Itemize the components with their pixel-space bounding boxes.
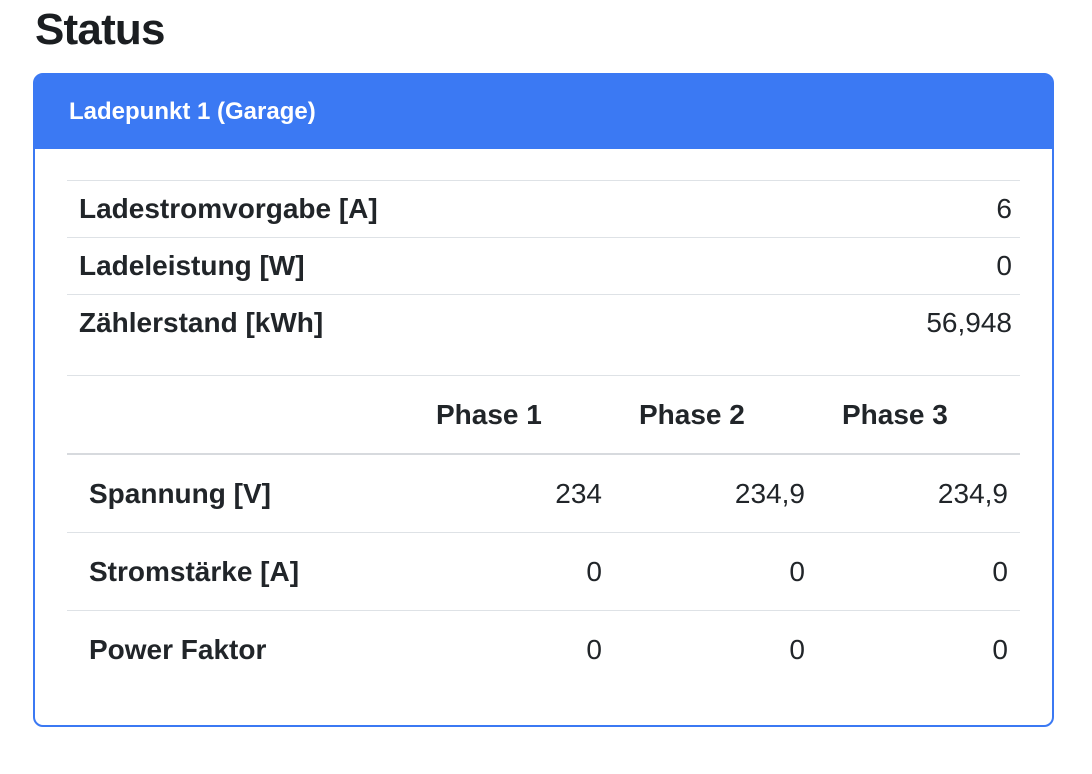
phase-row-spannung: Spannung [V] 234 234,9 234,9 <box>67 454 1020 533</box>
phase1-value: 234 <box>555 477 602 509</box>
phase2-value: 0 <box>789 633 805 665</box>
phase-row-stromstaerke: Stromstärke [A] 0 0 0 <box>67 532 1020 610</box>
phase-column-header: Phase 3 <box>842 398 948 430</box>
phase3-value: 0 <box>992 633 1008 665</box>
row-value: 0 <box>996 249 1012 281</box>
phase3-value: 0 <box>992 555 1008 587</box>
row-value: 56,948 <box>926 306 1012 338</box>
phase2-value: 0 <box>789 555 805 587</box>
summary-row-zaehlerstand: Zählerstand [kWh] 56,948 <box>67 294 1020 351</box>
chargepoint-card-header: Ladepunkt 1 (Garage) <box>35 74 1052 149</box>
phase-header-spacer <box>67 375 411 454</box>
chargepoint-card-title: Ladepunkt 1 (Garage) <box>69 97 316 125</box>
chargepoint-card: Ladepunkt 1 (Garage) Ladestromvorgabe [A… <box>33 72 1054 727</box>
phase-column-header: Phase 1 <box>436 398 542 430</box>
phase-column-header: Phase 2 <box>639 398 745 430</box>
phase3-value: 234,9 <box>937 477 1008 509</box>
row-label: Stromstärke [A] <box>89 555 300 587</box>
phase1-value: 0 <box>586 555 602 587</box>
phase-row-power-faktor: Power Faktor 0 0 0 <box>67 610 1020 688</box>
phase1-value: 0 <box>586 633 602 665</box>
summary-row-ladeleistung: Ladeleistung [W] 0 <box>67 237 1020 294</box>
status-page: Status Ladepunkt 1 (Garage) Ladestromvor… <box>33 5 1054 727</box>
phase-header-row: Phase 1 Phase 2 Phase 3 <box>67 375 1020 454</box>
row-label: Power Faktor <box>89 633 267 665</box>
chargepoint-card-body: Ladestromvorgabe [A] 6 Ladeleistung [W] … <box>35 149 1052 725</box>
page-title: Status <box>35 5 165 54</box>
row-label: Ladestromvorgabe [A] <box>79 192 378 224</box>
row-label: Spannung [V] <box>89 477 271 509</box>
row-label: Ladeleistung [W] <box>79 249 305 281</box>
row-label: Zählerstand [kWh] <box>79 306 324 338</box>
phase2-value: 234,9 <box>734 477 805 509</box>
summary-row-ladestromvorgabe: Ladestromvorgabe [A] 6 <box>67 180 1020 237</box>
phase-table: Phase 1 Phase 2 Phase 3 Spannung [V] 234… <box>67 375 1020 688</box>
summary-table: Ladestromvorgabe [A] 6 Ladeleistung [W] … <box>67 180 1020 351</box>
row-value: 6 <box>996 192 1012 224</box>
